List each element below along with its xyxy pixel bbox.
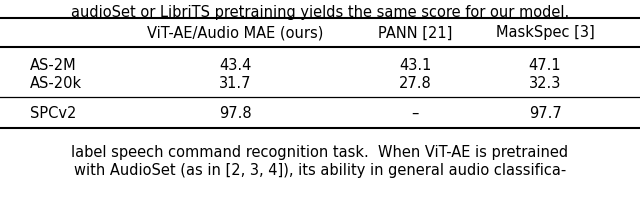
Text: AS-2M: AS-2M — [30, 57, 77, 72]
Text: SPCv2: SPCv2 — [30, 106, 76, 120]
Text: audioSet or LibriTS pretraining yields the same score for our model.: audioSet or LibriTS pretraining yields t… — [71, 5, 569, 20]
Text: 47.1: 47.1 — [529, 57, 561, 72]
Text: PANN [21]: PANN [21] — [378, 26, 452, 40]
Text: with AudioSet (as in [2, 3, 4]), its ability in general audio classifica-: with AudioSet (as in [2, 3, 4]), its abi… — [74, 163, 566, 178]
Text: MaskSpec [3]: MaskSpec [3] — [495, 26, 595, 40]
Text: ViT-AE/Audio MAE (ours): ViT-AE/Audio MAE (ours) — [147, 26, 323, 40]
Text: 97.7: 97.7 — [529, 106, 561, 120]
Text: 97.8: 97.8 — [219, 106, 252, 120]
Text: 31.7: 31.7 — [219, 75, 252, 91]
Text: 43.1: 43.1 — [399, 57, 431, 72]
Text: –: – — [412, 106, 419, 120]
Text: 27.8: 27.8 — [399, 75, 431, 91]
Text: 43.4: 43.4 — [219, 57, 251, 72]
Text: 32.3: 32.3 — [529, 75, 561, 91]
Text: label speech command recognition task.  When ViT-AE is pretrained: label speech command recognition task. W… — [72, 145, 568, 160]
Text: AS-20k: AS-20k — [30, 75, 82, 91]
